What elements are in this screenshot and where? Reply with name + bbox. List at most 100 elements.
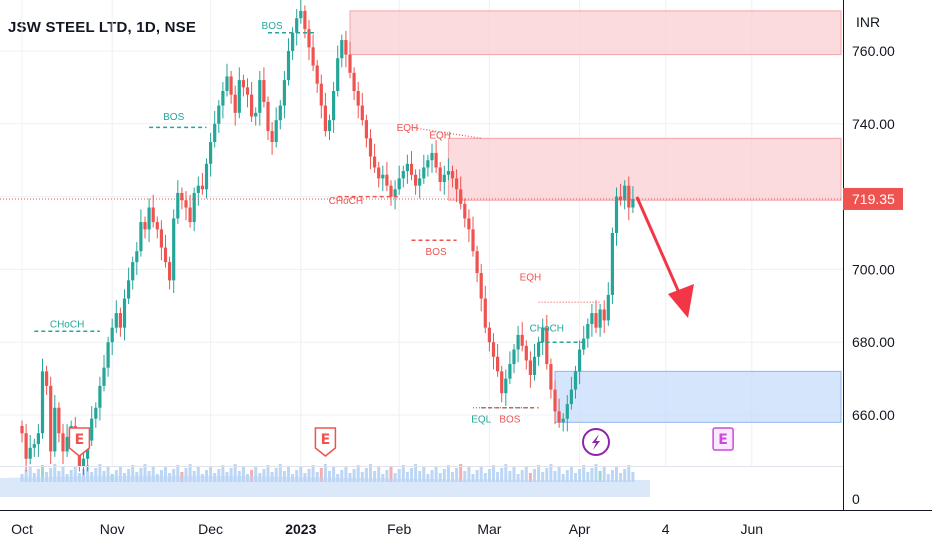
candle-body bbox=[319, 83, 323, 106]
volume-bar bbox=[274, 468, 278, 482]
candle-body bbox=[442, 174, 446, 183]
x-tick-label: Jun bbox=[741, 521, 764, 537]
volume-bar bbox=[631, 472, 635, 482]
volume-bar bbox=[98, 464, 102, 482]
candle-body bbox=[286, 50, 291, 81]
volume-bar bbox=[28, 466, 32, 482]
lightning-icon bbox=[592, 434, 600, 450]
volume-bar bbox=[278, 464, 282, 482]
candle-body bbox=[168, 262, 172, 281]
volume-bar bbox=[282, 471, 286, 482]
volume-bar bbox=[385, 470, 389, 482]
chart-title: JSW STEEL LTD, 1D, NSE bbox=[8, 19, 197, 36]
candle-body bbox=[196, 185, 200, 193]
candle-body bbox=[479, 273, 483, 299]
candle-body bbox=[582, 338, 586, 350]
candle-body bbox=[151, 207, 155, 223]
volume-bar bbox=[356, 465, 360, 482]
candle-body bbox=[561, 418, 565, 423]
candle-body bbox=[463, 203, 467, 219]
volume-bar bbox=[557, 467, 561, 482]
volume-bar bbox=[520, 470, 524, 482]
volume-bar bbox=[393, 473, 397, 482]
volume-bar bbox=[545, 468, 549, 482]
candle-body bbox=[266, 101, 270, 132]
volume-bar bbox=[36, 469, 40, 482]
candle-body bbox=[45, 371, 49, 386]
candle-body bbox=[500, 371, 504, 394]
volume-bar bbox=[524, 466, 528, 482]
candle-body bbox=[373, 156, 377, 168]
volume-bar bbox=[143, 464, 147, 482]
earnings-badge bbox=[68, 427, 91, 457]
candle-body bbox=[467, 218, 471, 230]
candle-body bbox=[508, 364, 512, 379]
volume-area bbox=[0, 475, 650, 497]
candle-body bbox=[163, 247, 168, 263]
candle-body bbox=[233, 94, 237, 113]
candle-body bbox=[159, 229, 163, 248]
demand-zone bbox=[554, 370, 842, 423]
volume-bar bbox=[574, 473, 577, 482]
candle-body bbox=[504, 378, 508, 394]
volume-bar bbox=[528, 473, 532, 482]
candle-body bbox=[90, 418, 94, 441]
volume-bar bbox=[369, 464, 372, 482]
candle-body bbox=[541, 327, 545, 343]
candle-body bbox=[528, 360, 532, 375]
candle-body bbox=[221, 91, 225, 106]
candle-body bbox=[135, 251, 139, 263]
smc-label: EQH bbox=[397, 123, 419, 134]
volume-bar bbox=[492, 465, 495, 482]
candle-body bbox=[578, 349, 582, 372]
volume-bar bbox=[139, 468, 143, 482]
volume-bar bbox=[483, 473, 487, 482]
candle-body bbox=[393, 189, 397, 197]
volume-bar bbox=[164, 466, 167, 482]
volume-bar bbox=[53, 464, 57, 482]
volume-bar bbox=[307, 469, 311, 482]
volume-bar bbox=[446, 465, 450, 482]
x-tick-label: 4 bbox=[662, 521, 670, 537]
candle-body bbox=[204, 163, 209, 190]
volume-bar bbox=[615, 466, 618, 482]
candle-body bbox=[122, 298, 127, 328]
candle-body bbox=[114, 313, 118, 328]
volume-bar bbox=[553, 471, 557, 482]
volume-bar bbox=[422, 467, 426, 482]
candle-body bbox=[81, 458, 86, 466]
candle-body bbox=[368, 138, 373, 157]
candle-body bbox=[377, 167, 381, 179]
candle-body bbox=[131, 262, 135, 281]
candle-body bbox=[586, 324, 590, 339]
candle-body bbox=[364, 120, 368, 139]
volume-bar bbox=[463, 471, 467, 482]
volume-bar bbox=[332, 467, 336, 482]
candle-body bbox=[405, 163, 409, 172]
earnings-icon: E bbox=[712, 427, 734, 451]
candle-body bbox=[53, 407, 57, 452]
candle-body bbox=[360, 105, 364, 121]
volume-bar bbox=[127, 469, 131, 482]
volume-bar bbox=[94, 468, 98, 482]
volume-bar bbox=[508, 471, 512, 482]
volume-bar bbox=[315, 472, 319, 482]
volume-bar bbox=[319, 468, 323, 482]
volume-bar bbox=[471, 474, 475, 482]
candle-body bbox=[397, 178, 401, 190]
volume-bar bbox=[512, 467, 516, 482]
supply-zone bbox=[349, 10, 842, 56]
volume-bar bbox=[487, 469, 491, 482]
candle-body bbox=[250, 94, 254, 117]
candle-body bbox=[200, 185, 204, 190]
volume-bar bbox=[582, 465, 586, 482]
x-tick-label: Mar bbox=[477, 521, 501, 537]
candle-body bbox=[303, 10, 307, 30]
candle-body bbox=[516, 334, 520, 350]
projection-arrow-line bbox=[635, 196, 686, 305]
candle-body bbox=[594, 313, 598, 328]
volume-bar bbox=[328, 471, 331, 482]
y-tick-label: 660.00 bbox=[852, 407, 895, 423]
volume-bar bbox=[610, 470, 614, 482]
